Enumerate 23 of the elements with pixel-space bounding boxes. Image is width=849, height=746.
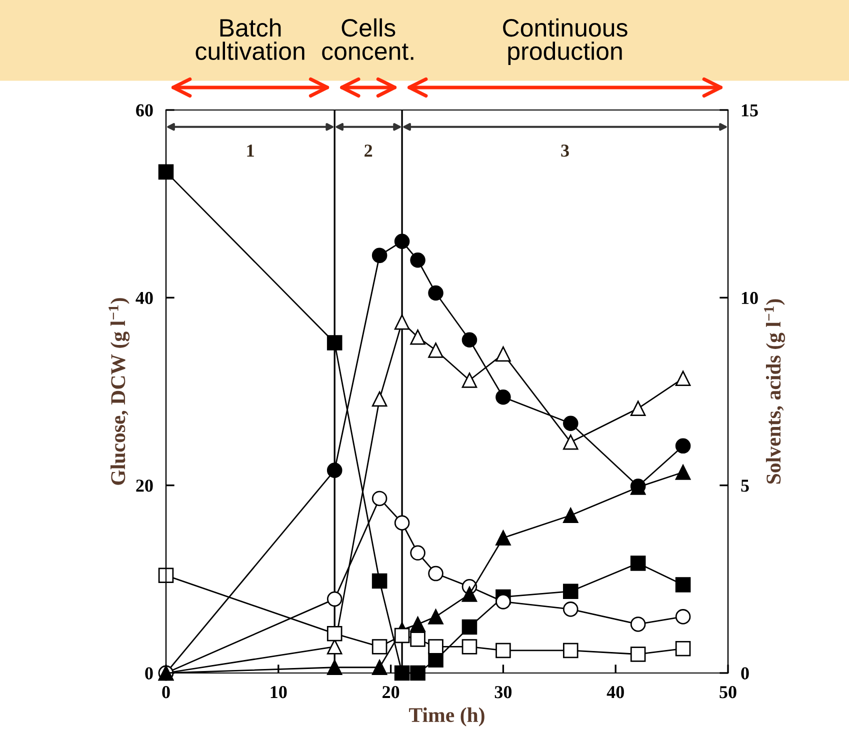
text: Continuous production — [503, 18, 628, 65]
x-tick-label: 10 — [270, 686, 287, 698]
x-tick-label: 30 — [494, 686, 512, 698]
y-tick-label: 20 — [136, 480, 153, 492]
y2-tick-label: 5 — [741, 480, 749, 492]
y-tick-label: 0 — [145, 667, 153, 680]
x-tick-label: 40 — [606, 686, 624, 698]
y2-tick-label: 15 — [742, 104, 758, 116]
x-tick-label: 20 — [382, 686, 400, 698]
text: Cells concent. — [322, 18, 414, 60]
y-tick-label: 60 — [136, 104, 153, 116]
annotation: 1 — [247, 144, 254, 157]
annotation: 2 — [364, 144, 372, 157]
text: Batch cultivation — [196, 18, 304, 60]
y-tick-label: 40 — [136, 292, 153, 304]
x-tick-label: 0 — [162, 686, 170, 698]
y2-tick-label: 10 — [742, 292, 758, 304]
y2-axis-title: Solvents, acids (g l$^{−1}$) — [764, 299, 786, 484]
annotation: 3 — [561, 144, 569, 157]
y2-tick-label: 0 — [741, 667, 749, 680]
y-axis-title: Glucose, DCW (g l$^{−1}$) — [108, 298, 130, 485]
x-tick-label: 50 — [720, 686, 736, 698]
x-axis-title: Time (h) — [409, 707, 484, 726]
